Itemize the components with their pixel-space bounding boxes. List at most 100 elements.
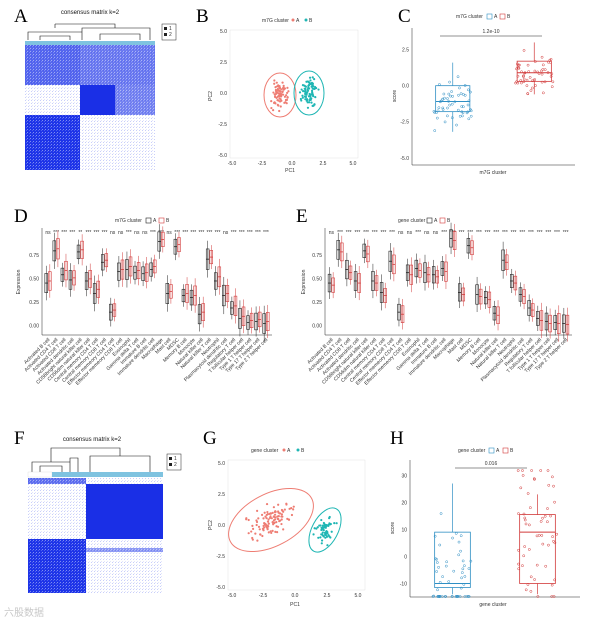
box-jitter-point <box>523 518 527 522</box>
pca-point <box>333 522 336 525</box>
pca-point <box>257 525 261 528</box>
significance-label: *** <box>126 230 132 236</box>
panel-a-cluster-bar <box>25 41 155 45</box>
pca-point <box>263 511 266 514</box>
box-jitter-point <box>460 105 464 108</box>
significance-label: *** <box>182 230 188 236</box>
box-jitter-point <box>544 564 548 568</box>
significance-label: ** <box>78 230 82 236</box>
box-jitter-point <box>449 94 452 98</box>
panel-a-title: consensus matrix k=2 <box>61 10 120 16</box>
significance-label: *** <box>372 230 378 236</box>
panel-e-ytick: 0.25 <box>312 300 322 306</box>
pca-point <box>309 94 312 97</box>
panel-b-xlabel: PC1 <box>285 168 295 174</box>
significance-label: *** <box>239 230 245 236</box>
panel-h-ytick: 10 <box>401 527 407 533</box>
box-jitter-point <box>433 111 437 114</box>
box-jitter-point <box>438 100 442 104</box>
pca-point <box>271 529 274 532</box>
pca-point <box>251 538 254 541</box>
box-jitter-point <box>527 523 531 527</box>
pca-point <box>261 534 264 538</box>
box-jitter-point <box>446 97 449 100</box>
pca-point <box>250 530 253 533</box>
pca-point <box>316 526 319 529</box>
pca-point <box>266 510 269 514</box>
significance-label: *** <box>554 230 560 236</box>
panel-e-boxes <box>327 222 570 342</box>
significance-label: *** <box>85 230 91 236</box>
significance-label: *** <box>502 230 508 236</box>
significance-label: *** <box>511 230 517 236</box>
box-jitter-point <box>459 534 463 538</box>
box-jitter-point <box>537 533 541 537</box>
box-jitter-point <box>463 564 466 568</box>
box-jitter-point <box>517 66 521 70</box>
panel-g-ylabel: PC2 <box>208 520 214 530</box>
panel-d-yticks: 0.75 0.50 0.25 0.00 <box>29 253 39 330</box>
panel-b-letter: B <box>196 6 209 27</box>
box-jitter-point <box>546 469 550 472</box>
box-jitter-point <box>444 564 448 568</box>
panel-b-xtick: -5.0 <box>228 161 237 167</box>
pca-point <box>311 87 314 90</box>
box-jitter-point <box>463 575 467 578</box>
box-jitter-point <box>547 483 551 487</box>
panel-c: C m7G cluster A B 1.2e-10 2.5 0.0 -2.5 -… <box>392 6 575 176</box>
panel-c-ylabel: score <box>392 90 398 102</box>
box-jitter-point <box>530 79 534 83</box>
box-jitter-point <box>547 543 550 547</box>
box-jitter-point <box>452 569 456 573</box>
pca-point <box>283 95 287 98</box>
box-jitter-point <box>525 78 529 82</box>
box-jitter-point <box>467 595 471 598</box>
significance-label: *** <box>198 230 204 236</box>
watermark: 六股数据 <box>4 606 44 619</box>
significance-label: *** <box>519 230 525 236</box>
panel-d-legend-a: A <box>153 218 157 224</box>
box-jitter-point <box>522 554 526 558</box>
pca-point <box>280 518 283 521</box>
pca-point <box>320 533 323 536</box>
significance-label: *** <box>337 230 343 236</box>
box-jitter-point <box>431 595 435 598</box>
panel-c-letter: C <box>398 6 411 27</box>
box-jitter-point <box>445 560 448 564</box>
pca-point <box>320 518 323 522</box>
pca-point <box>271 521 274 524</box>
pca-point <box>274 530 277 533</box>
box-jitter-point <box>543 80 547 84</box>
panel-a-dendrogram <box>27 23 151 40</box>
pca-point <box>276 517 279 520</box>
pca-point <box>264 515 267 518</box>
pca-point <box>280 513 284 516</box>
significance-label: *** <box>450 230 456 236</box>
panel-a-legend-2: 2 <box>169 32 172 38</box>
pca-point <box>256 539 259 542</box>
box-jitter-point <box>526 92 530 96</box>
box-jitter-point <box>522 74 525 78</box>
significance-label: ns <box>118 230 124 236</box>
box-jitter-point <box>540 55 544 59</box>
box-jitter-point <box>451 94 454 98</box>
panel-d-boxes <box>44 224 270 342</box>
box-jitter-point <box>549 514 552 518</box>
pca-point <box>304 85 307 88</box>
box-jitter-point <box>526 492 530 495</box>
box-jitter-point <box>552 539 555 543</box>
panel-h-ytick: -10 <box>400 581 407 587</box>
box-jitter-point <box>520 70 523 74</box>
box-jitter-point <box>462 583 466 586</box>
significance-label: *** <box>174 230 180 236</box>
box-jitter-point <box>453 100 457 104</box>
significance-label: *** <box>563 230 569 236</box>
panel-b-xtick: 0.0 <box>289 161 296 167</box>
box-jitter-point <box>535 563 539 567</box>
box-jitter-point <box>438 595 442 598</box>
panel-g-ellipse-a <box>228 487 314 553</box>
box-jitter-point <box>540 534 544 537</box>
pca-point <box>319 536 322 539</box>
pca-point <box>328 517 331 520</box>
pca-point <box>278 519 282 522</box>
